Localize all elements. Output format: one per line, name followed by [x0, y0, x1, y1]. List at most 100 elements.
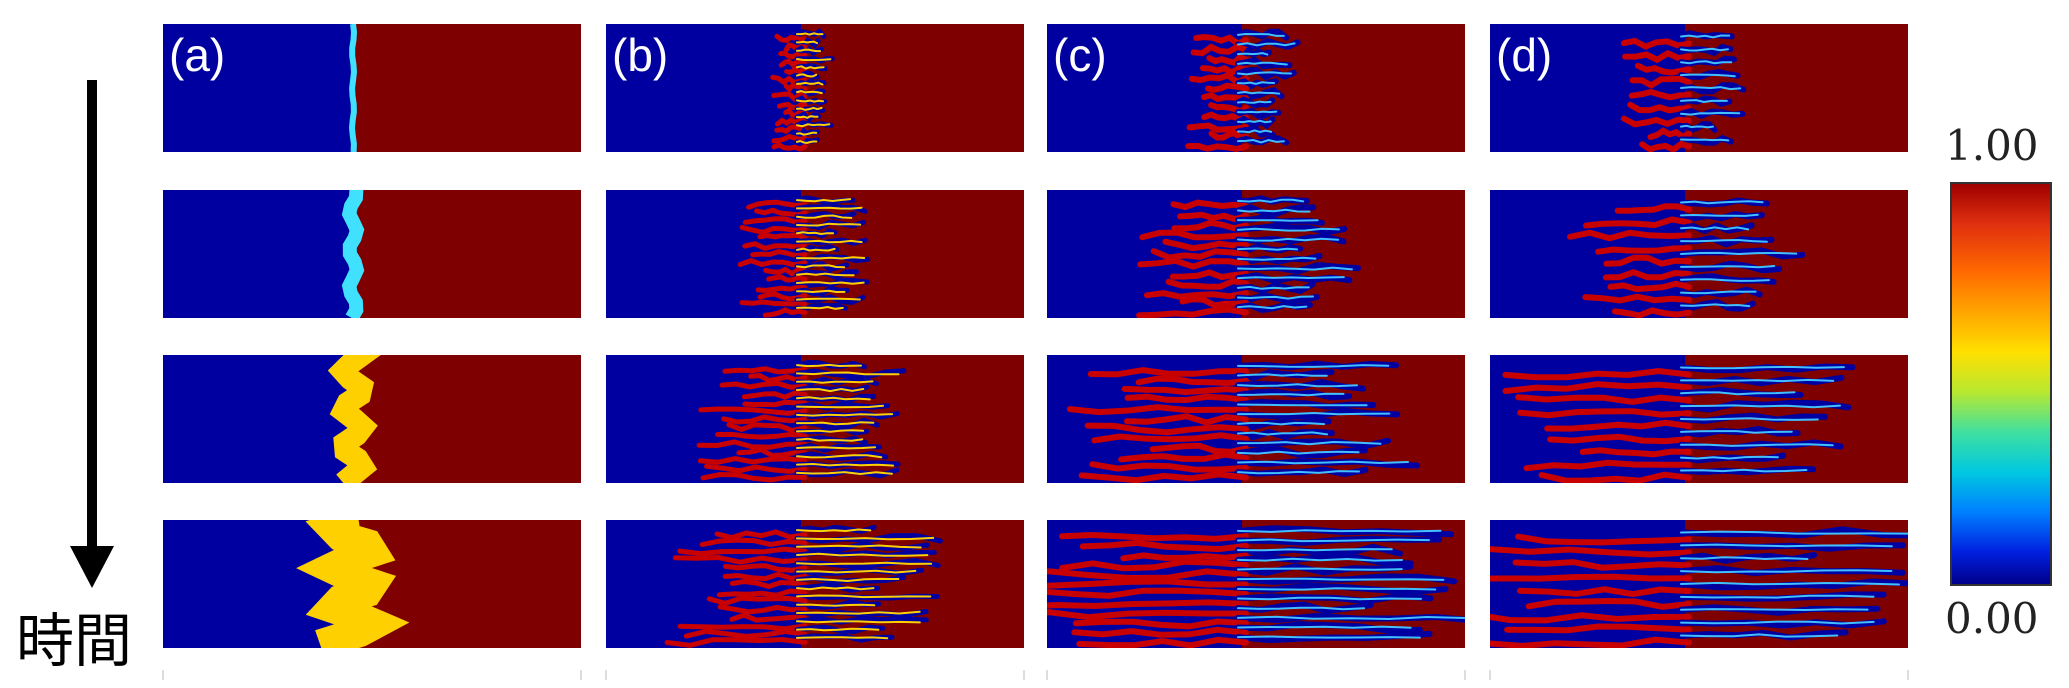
interface-edge [1237, 247, 1298, 251]
red-finger [1066, 404, 1249, 416]
interface-edge [1237, 71, 1292, 76]
red-finger [1204, 82, 1249, 93]
simulation-panel [1490, 520, 1908, 648]
interface-edge [1680, 124, 1714, 129]
red-finger [1629, 75, 1692, 89]
interface-edge [796, 32, 824, 36]
axis-tick [580, 670, 582, 680]
interface-edge [796, 247, 836, 252]
interface-edge [1237, 596, 1422, 601]
red-finger [700, 471, 808, 483]
interface-edge [1237, 100, 1272, 104]
phase-field-image [606, 190, 871, 318]
panel-letter: (a) [169, 29, 226, 81]
interface-edge [796, 586, 875, 591]
interface-edge [1680, 200, 1764, 205]
red-finger [1047, 578, 1249, 589]
interface-edge [796, 421, 875, 426]
red-finger [1595, 245, 1692, 255]
interface-edge [1237, 373, 1328, 377]
interface-edge [1680, 278, 1770, 282]
phase-field-image [606, 520, 943, 648]
red-finger [1139, 229, 1249, 241]
interface-edge [1680, 443, 1834, 447]
phase-field-image [1047, 24, 1301, 152]
interface-edge [1680, 556, 1809, 561]
red-finger [775, 116, 808, 127]
red-finger [1121, 385, 1249, 396]
red-finger [737, 258, 808, 268]
interface-edge [1680, 73, 1736, 78]
blue-finger [794, 368, 907, 379]
red-finger [1647, 127, 1692, 140]
red-finger [1150, 248, 1249, 261]
red-finger [1059, 531, 1249, 542]
red-finger [1120, 552, 1249, 562]
red-finger [1515, 533, 1692, 546]
red-finger [1504, 623, 1692, 634]
red-finger [1607, 280, 1692, 293]
red-finger [766, 274, 808, 283]
blue-finger [1678, 465, 1817, 476]
red-finger [1603, 254, 1692, 267]
colorbar-min-label: 0.00 [1945, 594, 2039, 643]
simulation-panel [1047, 355, 1465, 483]
blue-finger [794, 376, 879, 387]
axis-tick [605, 670, 607, 680]
blue-finger [1678, 108, 1746, 119]
red-finger [723, 563, 808, 573]
blue-finger [1235, 428, 1335, 441]
red-finger [715, 431, 808, 440]
interface-edge [796, 536, 935, 541]
red-finger [762, 307, 808, 318]
red-finger [755, 285, 808, 293]
interface-edge [796, 139, 818, 145]
red-finger [714, 529, 808, 541]
red-finger [706, 595, 808, 606]
red-finger [1137, 257, 1249, 270]
interface-edge [1680, 391, 1796, 396]
interface-edge [1237, 411, 1391, 416]
red-finger [1490, 612, 1692, 624]
phase-field-image [163, 24, 358, 152]
interface-edge [1237, 450, 1360, 455]
interface-edge [796, 214, 853, 219]
red-finger [1190, 43, 1249, 57]
red-finger [1490, 573, 1692, 582]
interface-edge [1680, 226, 1750, 231]
blue-finger [794, 285, 850, 297]
blue-finger [1235, 360, 1400, 371]
interface-edge [1237, 460, 1409, 465]
blue-finger [1678, 412, 1828, 425]
red-finger [1523, 459, 1692, 472]
blue-finger [1235, 417, 1332, 431]
interface-edge [796, 446, 877, 450]
red-finger [1165, 277, 1249, 290]
interface-edge [1680, 455, 1779, 460]
interface-edge [1237, 529, 1442, 533]
interface-edge [1237, 470, 1360, 475]
interface-edge [1237, 208, 1311, 213]
blue-finger [794, 467, 900, 479]
interface-edge [1680, 265, 1776, 269]
red-finger [1047, 568, 1249, 581]
low-phase-region [163, 24, 353, 152]
red-finger [677, 546, 808, 557]
interface-edge [796, 577, 900, 583]
blue-finger [1678, 69, 1741, 80]
red-finger [1490, 546, 1692, 558]
phase-field-image [1490, 24, 1747, 152]
phase-field-image [606, 355, 907, 483]
phase-field-image [163, 355, 381, 483]
red-finger [1047, 609, 1249, 621]
red-finger [1186, 122, 1249, 133]
red-finger [1171, 219, 1249, 232]
red-finger [1611, 307, 1692, 318]
phase-field-image [1490, 355, 1856, 483]
blue-finger [1678, 526, 1908, 539]
red-finger [1076, 636, 1249, 648]
simulation-panel [163, 520, 581, 648]
red-finger [778, 50, 808, 60]
red-finger [1490, 636, 1692, 648]
interface-edge [796, 89, 823, 95]
